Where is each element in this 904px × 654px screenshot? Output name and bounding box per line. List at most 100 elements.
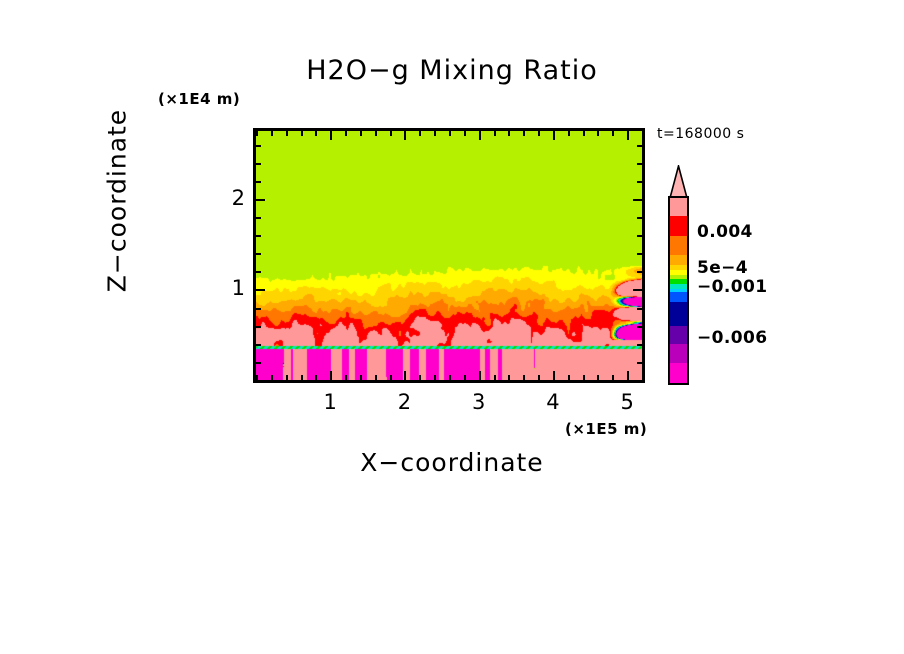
x-tick-label: 4 xyxy=(546,390,560,414)
axis-tick xyxy=(285,375,288,380)
axis-tick xyxy=(637,343,642,346)
axis-tick xyxy=(270,131,273,136)
axis-tick xyxy=(463,131,466,136)
colorbar-tick-label: −0.001 xyxy=(697,277,768,297)
y-axis-title: Z−coordinate xyxy=(102,108,132,293)
axis-tick xyxy=(345,131,348,136)
plot-area xyxy=(253,128,645,383)
axis-tick xyxy=(419,375,422,380)
axis-tick xyxy=(256,198,265,201)
colorbar-band xyxy=(670,344,687,364)
axis-tick xyxy=(627,371,630,380)
axis-tick xyxy=(256,180,261,183)
axis-tick xyxy=(374,131,377,136)
x-tick-label: 5 xyxy=(620,390,634,414)
axis-tick xyxy=(389,131,392,136)
colorbar-tick-label: 5e−4 xyxy=(697,258,749,278)
colorbar-band xyxy=(670,292,687,303)
axis-tick xyxy=(478,371,481,380)
page-title: H2O−g Mixing Ratio xyxy=(306,55,598,86)
axis-tick xyxy=(315,131,318,136)
axis-tick xyxy=(552,371,555,380)
axis-tick xyxy=(538,375,541,380)
axis-tick xyxy=(300,131,303,136)
axis-tick xyxy=(449,375,451,380)
x-tick-label: 2 xyxy=(397,390,412,414)
axis-tick xyxy=(374,375,377,380)
axis-tick xyxy=(256,380,261,382)
axis-tick xyxy=(612,131,615,136)
axis-tick xyxy=(633,198,642,201)
colorbar-band xyxy=(670,325,687,345)
axis-tick xyxy=(256,271,261,274)
contour-field xyxy=(256,131,642,380)
axis-tick xyxy=(478,131,481,140)
colorbar-band xyxy=(670,265,687,271)
axis-tick xyxy=(330,131,333,140)
axis-tick xyxy=(463,375,466,380)
axis-tick xyxy=(567,131,570,136)
axis-tick xyxy=(345,375,348,380)
axis-tick xyxy=(637,144,642,147)
axis-tick xyxy=(582,375,585,380)
axis-tick xyxy=(434,131,437,136)
x-tick-label: 1 xyxy=(323,390,337,414)
axis-tick xyxy=(633,289,642,292)
axis-tick xyxy=(256,162,261,165)
axis-tick xyxy=(359,131,362,136)
colorbar-band xyxy=(670,302,687,327)
axis-tick xyxy=(256,235,261,238)
colorbar-band xyxy=(670,362,687,383)
axis-tick xyxy=(637,235,642,238)
axis-tick xyxy=(330,371,333,380)
axis-tick xyxy=(642,375,644,380)
axis-tick xyxy=(637,307,642,310)
axis-tick xyxy=(637,253,642,256)
colorbar-band xyxy=(670,274,687,280)
axis-tick xyxy=(256,144,261,147)
axis-tick xyxy=(493,375,496,380)
time-stamp-annotation: t=168000 s xyxy=(657,126,745,142)
colorbar-band xyxy=(670,215,687,237)
x-axis-title: X−coordinate xyxy=(360,448,544,477)
axis-tick xyxy=(404,371,407,380)
colorbar-band xyxy=(670,255,687,266)
axis-tick xyxy=(637,180,642,183)
axis-tick xyxy=(359,375,362,380)
colorbar-band xyxy=(670,235,687,257)
colorbar-band xyxy=(670,270,687,276)
axis-tick xyxy=(523,131,526,136)
axis-tick xyxy=(270,375,273,380)
axis-tick xyxy=(256,343,261,346)
axis-tick xyxy=(256,289,265,292)
x-tick-label: 3 xyxy=(472,390,486,414)
axis-tick xyxy=(597,375,600,380)
axis-tick xyxy=(256,253,261,256)
axis-tick xyxy=(256,217,261,220)
axis-tick xyxy=(627,131,630,140)
axis-tick xyxy=(637,217,642,220)
x-axis-unit-label: (×1E5 m) xyxy=(565,420,648,438)
axis-tick xyxy=(538,131,541,136)
colorbar-band xyxy=(670,288,687,294)
axis-tick xyxy=(256,361,261,364)
axis-tick xyxy=(256,307,261,310)
axis-tick xyxy=(637,361,642,364)
axis-tick xyxy=(612,375,615,380)
y-axis-unit-label: (×1E4 m) xyxy=(158,90,241,108)
colorbar-arrow-icon xyxy=(669,165,688,198)
colorbar-band xyxy=(670,278,687,285)
axis-tick xyxy=(256,375,258,380)
axis-tick xyxy=(508,131,511,136)
axis-tick xyxy=(449,131,451,136)
colorbar xyxy=(668,196,689,385)
axis-tick xyxy=(493,131,496,136)
axis-tick xyxy=(285,131,288,136)
axis-tick xyxy=(552,131,555,140)
axis-tick xyxy=(597,131,600,136)
colorbar-tick-label: −0.006 xyxy=(697,328,768,348)
axis-tick xyxy=(389,375,392,380)
axis-tick xyxy=(567,375,570,380)
axis-tick xyxy=(256,131,258,136)
